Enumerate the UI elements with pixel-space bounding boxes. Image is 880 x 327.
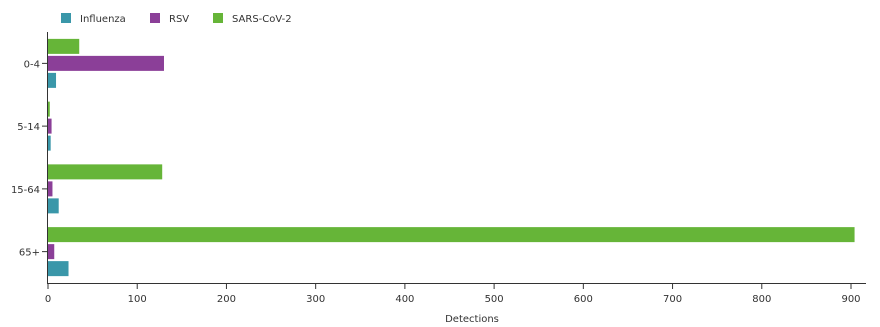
x-tick-label: 100	[128, 294, 147, 305]
y-tick-label: 15-64	[11, 185, 40, 196]
bar-sars-cov-2-65-	[48, 227, 855, 243]
bar-rsv-0-4	[48, 55, 164, 71]
bar-sars-cov-2-15-64	[48, 164, 163, 180]
x-tick-label: 0	[45, 294, 51, 305]
bar-influenza-65-	[48, 261, 69, 277]
axes	[47, 32, 866, 284]
bar-influenza-15-64	[48, 198, 59, 214]
y-ticks: 0-4 5-14 15-64 65+	[11, 59, 47, 259]
y-tick-label: 5-14	[17, 122, 40, 133]
bar-rsv-5-14	[48, 118, 52, 134]
bar-influenza-5-14	[48, 135, 51, 151]
legend-label-rsv[interactable]: RSV	[169, 14, 189, 25]
x-tick-label: 800	[752, 294, 771, 305]
bar-sars-cov-2-0-4	[48, 38, 80, 54]
legend: Influenza RSV SARS-CoV-2	[61, 13, 292, 25]
x-axis-title: Detections	[445, 314, 499, 325]
x-tick-label: 300	[306, 294, 325, 305]
x-tick-label: 600	[574, 294, 593, 305]
legend-swatch-sars-cov-2	[213, 13, 223, 23]
x-tick-label: 700	[663, 294, 682, 305]
bar-rsv-15-64	[48, 181, 53, 197]
bar-rsv-65-	[48, 244, 55, 260]
bars	[48, 38, 855, 277]
y-tick-label: 65+	[19, 248, 40, 259]
x-tick-label: 500	[485, 294, 504, 305]
y-tick-label: 0-4	[24, 59, 40, 70]
bar-sars-cov-2-5-14	[48, 101, 50, 117]
x-tick-label: 200	[217, 294, 236, 305]
legend-label-sars-cov-2[interactable]: SARS-CoV-2	[232, 14, 292, 25]
x-tick-label: 400	[395, 294, 414, 305]
x-ticks: 0 100 200 300 400 500 600 700 800 900	[45, 283, 861, 305]
legend-swatch-influenza	[61, 13, 71, 23]
legend-label-influenza[interactable]: Influenza	[80, 14, 126, 25]
legend-swatch-rsv	[150, 13, 160, 23]
bar-influenza-0-4	[48, 72, 57, 88]
x-tick-label: 900	[841, 294, 860, 305]
